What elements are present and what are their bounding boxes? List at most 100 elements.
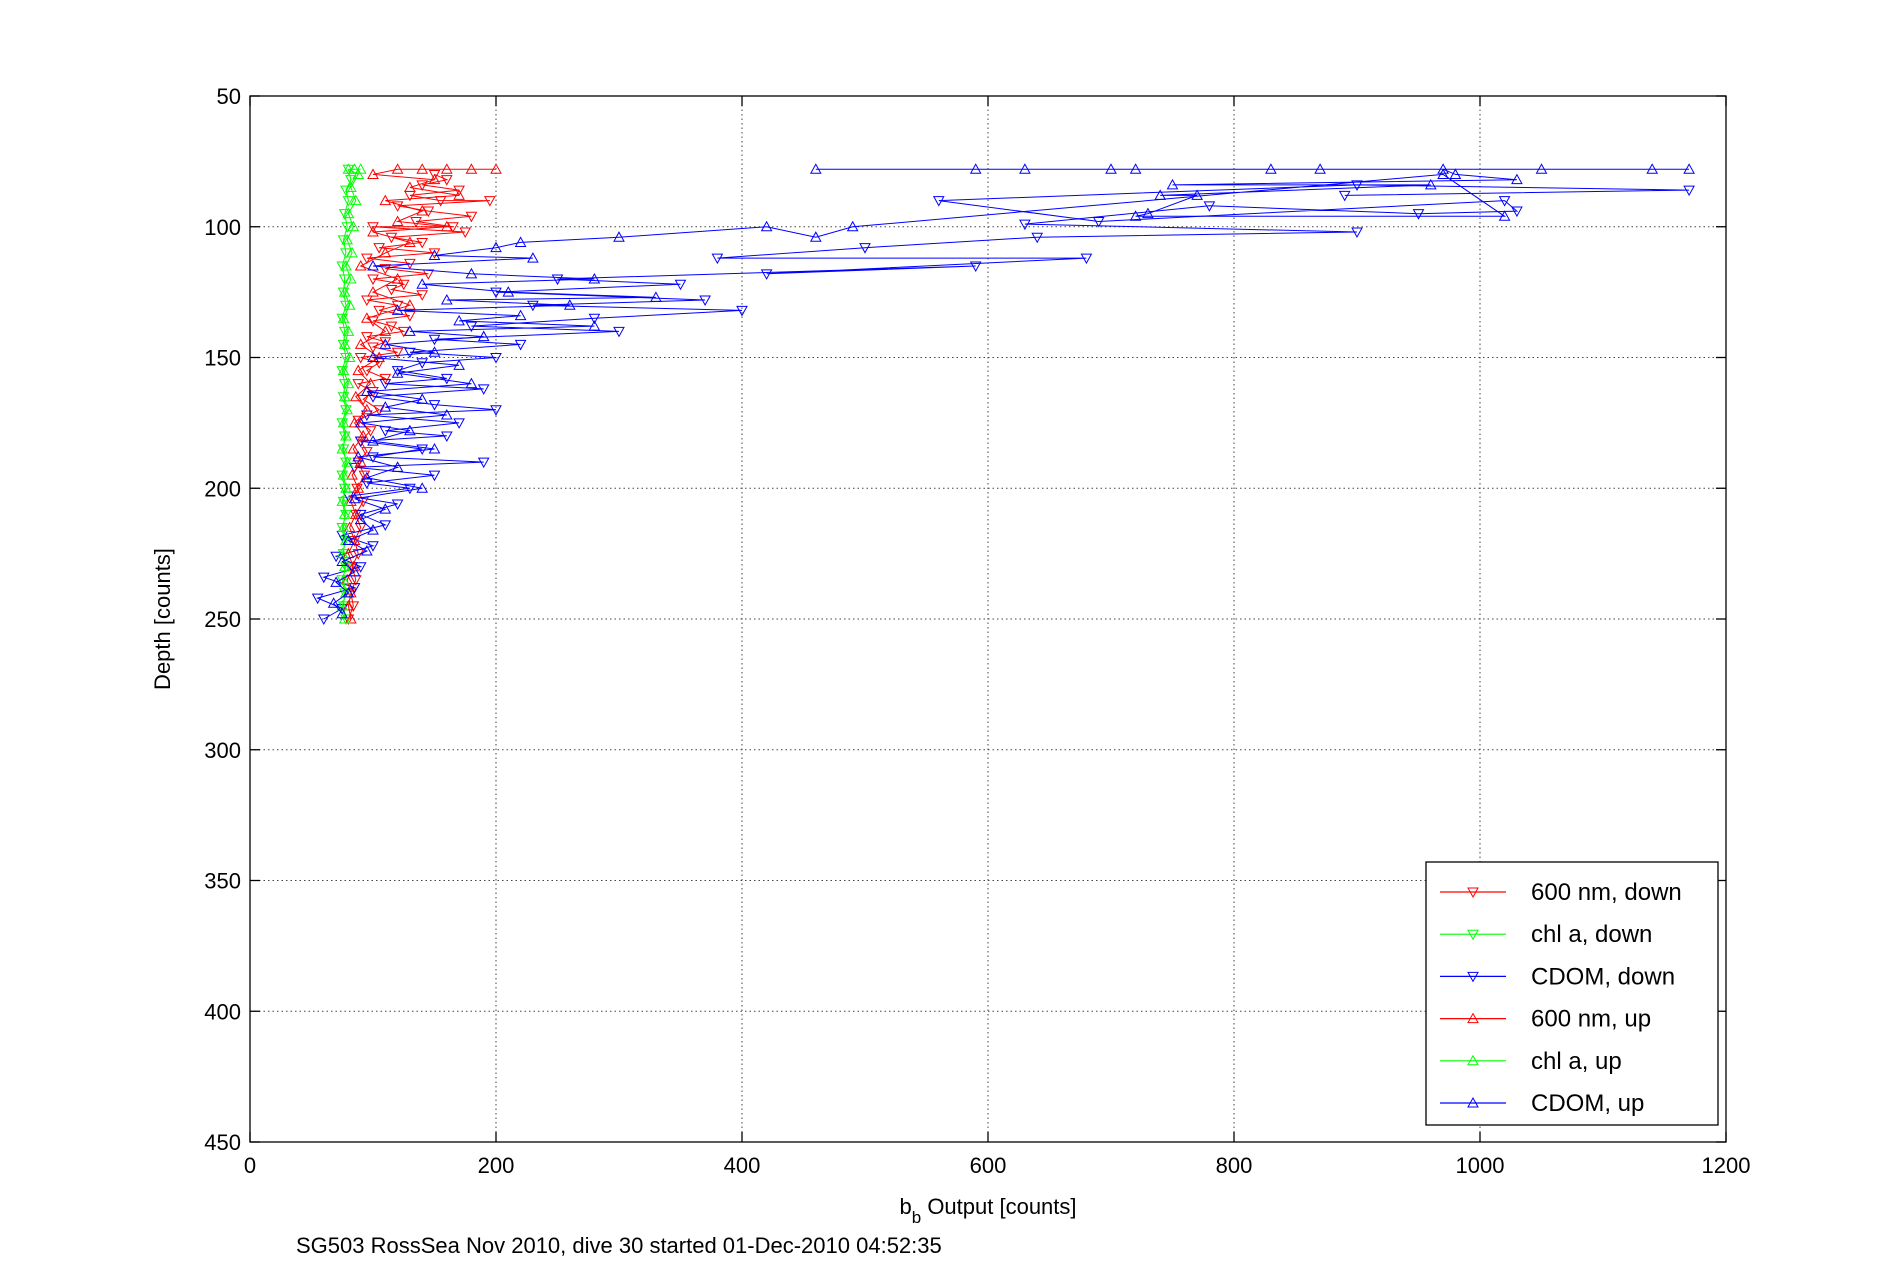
y-tick-label: 50 [217,84,241,109]
data-point [416,237,429,249]
data-point [1351,180,1363,191]
data-point [373,405,385,416]
data-point [416,205,429,216]
data-point [527,300,539,312]
data-point [349,390,362,402]
data-point [736,305,748,317]
legend-item: chl a, up [1440,1048,1622,1075]
data-point [340,429,352,441]
data-point [428,173,441,185]
data-point [490,241,502,253]
data-point [459,227,472,239]
data-point [1019,163,1031,174]
data-point [391,273,404,284]
data-point [367,452,379,463]
data-point [338,379,351,390]
data-point [346,469,358,480]
data-point [336,607,349,619]
data-point [490,405,502,416]
data-point [357,429,370,441]
y-axis-label: Depth [counts] [150,548,175,690]
figure-caption: SG503 RossSea Nov 2010, dive 30 started … [296,1233,942,1258]
data-point [527,252,539,263]
data-point [397,279,410,291]
data-point [379,338,392,349]
data-point [340,509,352,521]
data-point [340,248,352,259]
data-point [345,273,357,284]
data-point [354,509,367,521]
data-point [453,359,465,370]
data-point [465,163,478,174]
y-tick-label: 100 [204,215,241,240]
data-point [354,416,367,428]
data-point [760,269,773,280]
data-point [385,285,398,296]
data-point [338,390,351,402]
data-point [440,175,453,186]
data-point [336,599,349,611]
data-point [391,347,404,359]
series-line [332,168,1690,615]
y-tick-label: 200 [204,476,241,501]
data-point [1646,163,1659,174]
data-point [514,309,527,321]
data-point [348,583,361,594]
data-point [1535,163,1548,174]
data-point [490,287,502,299]
data-point [391,304,404,315]
data-point [760,220,773,232]
data-point [379,264,392,275]
data-point [361,332,373,343]
data-point [342,196,355,207]
legend-marker [1467,929,1479,941]
series-line [341,168,361,620]
data-point [338,209,351,220]
data-point [440,431,453,442]
data-point [1412,209,1425,220]
data-point [336,495,349,506]
data-point [391,163,404,174]
data-point [317,572,330,584]
data-point [613,326,625,338]
data-point [416,482,429,493]
data-point [367,435,379,446]
series-5 [327,163,1695,619]
data-point [809,231,822,242]
data-point [465,321,478,333]
data-point [428,169,441,181]
legend-label: 600 nm, up [1531,1006,1651,1033]
data-point [422,206,435,218]
data-point [379,401,392,412]
data-point [367,342,379,354]
data-point [428,470,441,482]
data-point [440,293,453,305]
data-point [440,163,453,174]
data-point [453,189,465,200]
data-point [440,373,453,385]
data-point [336,522,349,534]
data-point [347,220,360,232]
data-point [345,495,357,506]
data-point [1092,217,1105,228]
data-point [361,471,373,483]
data-point [354,259,367,271]
data-point [563,299,576,310]
data-point [337,364,350,376]
data-point [404,311,416,322]
data-point [404,236,416,247]
data-point [337,235,350,246]
x-axis-label-main: b [899,1194,911,1219]
data-point [342,163,355,174]
legend-marker [1467,1054,1479,1066]
series-line [347,173,490,620]
data-point [1031,232,1044,244]
data-point [809,163,822,174]
legend-label: 600 nm, down [1531,879,1682,906]
data-point [358,470,371,482]
data-point [379,325,392,336]
data-point [336,418,349,429]
data-point [330,551,342,563]
x-tick-label: 0 [244,1153,256,1178]
